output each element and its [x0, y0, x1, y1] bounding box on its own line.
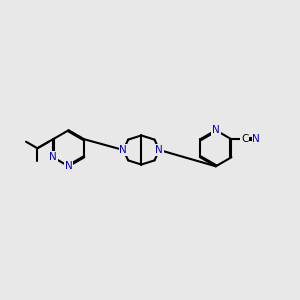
Text: N: N	[155, 145, 163, 155]
Text: N: N	[212, 125, 220, 135]
Text: C: C	[241, 134, 248, 144]
Text: N: N	[65, 161, 73, 171]
Text: N: N	[253, 134, 260, 144]
Text: N: N	[49, 152, 57, 162]
Text: N: N	[119, 145, 127, 155]
